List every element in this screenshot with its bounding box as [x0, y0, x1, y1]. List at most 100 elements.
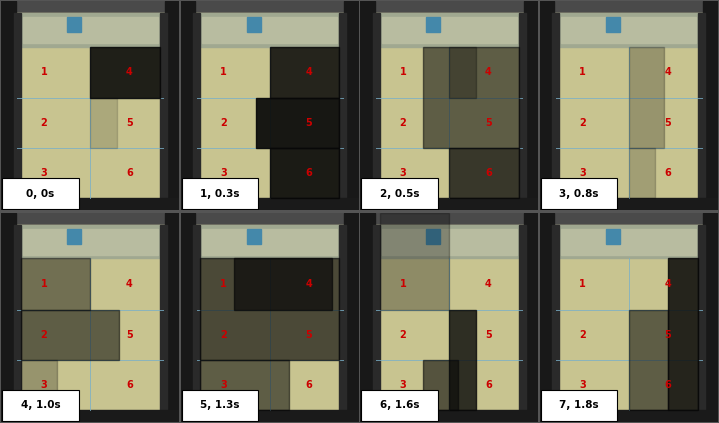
- Bar: [344, 1, 359, 211]
- Bar: [344, 212, 359, 422]
- FancyBboxPatch shape: [541, 390, 617, 421]
- Bar: [373, 14, 380, 198]
- Bar: [360, 212, 375, 422]
- Bar: [1, 212, 16, 422]
- Bar: [380, 213, 449, 310]
- FancyBboxPatch shape: [182, 390, 258, 421]
- Text: 3, 0.8s: 3, 0.8s: [559, 189, 599, 199]
- Text: 4: 4: [485, 67, 492, 77]
- Bar: [562, 229, 696, 255]
- Text: 4: 4: [126, 67, 133, 77]
- Bar: [373, 14, 526, 198]
- Bar: [202, 17, 337, 43]
- Bar: [21, 360, 57, 409]
- Text: 3: 3: [41, 168, 47, 178]
- Text: 6: 6: [485, 379, 492, 390]
- Bar: [14, 225, 21, 409]
- Text: 4: 4: [485, 279, 492, 289]
- Bar: [339, 14, 346, 198]
- Bar: [270, 148, 339, 198]
- Bar: [255, 98, 339, 148]
- Text: 1: 1: [220, 67, 227, 77]
- Bar: [1, 1, 16, 211]
- Text: 2: 2: [220, 118, 227, 128]
- Bar: [201, 360, 289, 409]
- Text: 4: 4: [126, 279, 133, 289]
- Text: 4: 4: [664, 279, 671, 289]
- Bar: [14, 225, 167, 258]
- Bar: [14, 225, 167, 409]
- Bar: [67, 17, 81, 32]
- Bar: [552, 14, 705, 47]
- Text: 5: 5: [126, 330, 133, 340]
- Bar: [373, 14, 526, 47]
- Bar: [165, 212, 179, 422]
- Text: 6: 6: [664, 379, 671, 390]
- Bar: [524, 212, 538, 422]
- Bar: [518, 14, 526, 198]
- Text: 5: 5: [306, 330, 312, 340]
- Text: 2: 2: [579, 330, 586, 340]
- Text: 4: 4: [306, 67, 312, 77]
- Text: 1: 1: [400, 67, 406, 77]
- Text: 1, 0.3s: 1, 0.3s: [201, 189, 239, 199]
- Text: 6: 6: [485, 168, 492, 178]
- Bar: [201, 258, 339, 360]
- FancyBboxPatch shape: [361, 178, 438, 209]
- Bar: [449, 310, 476, 409]
- Bar: [360, 409, 538, 422]
- Text: 3: 3: [400, 168, 406, 178]
- Bar: [628, 148, 655, 198]
- Text: 3: 3: [220, 168, 227, 178]
- Bar: [339, 225, 346, 409]
- Bar: [1, 409, 179, 422]
- Text: 6, 1.6s: 6, 1.6s: [380, 401, 419, 410]
- Bar: [628, 47, 664, 148]
- Bar: [21, 310, 119, 360]
- Bar: [21, 258, 91, 310]
- Text: 2: 2: [400, 330, 406, 340]
- Text: 1: 1: [579, 67, 586, 77]
- Bar: [181, 212, 195, 422]
- FancyBboxPatch shape: [182, 178, 258, 209]
- Bar: [423, 360, 458, 409]
- Text: 4: 4: [664, 67, 671, 77]
- Bar: [181, 198, 359, 211]
- Text: 1: 1: [41, 67, 47, 77]
- Bar: [193, 14, 346, 198]
- Bar: [165, 1, 179, 211]
- Bar: [449, 148, 518, 198]
- Bar: [605, 17, 620, 32]
- Bar: [540, 409, 718, 422]
- Text: 7, 1.8s: 7, 1.8s: [559, 401, 599, 410]
- Text: 4, 1.0s: 4, 1.0s: [21, 401, 60, 410]
- FancyBboxPatch shape: [541, 178, 617, 209]
- Bar: [552, 14, 705, 198]
- Text: 5: 5: [485, 330, 492, 340]
- Bar: [14, 14, 167, 198]
- Text: 3: 3: [400, 379, 406, 390]
- Bar: [540, 1, 554, 211]
- FancyBboxPatch shape: [2, 390, 79, 421]
- Bar: [698, 225, 705, 409]
- Bar: [247, 229, 261, 244]
- Text: 1: 1: [220, 279, 227, 289]
- Bar: [552, 225, 559, 409]
- Bar: [449, 47, 476, 98]
- Bar: [91, 98, 117, 148]
- Bar: [193, 225, 201, 409]
- Text: 2: 2: [41, 330, 47, 340]
- Bar: [193, 225, 346, 409]
- Bar: [518, 225, 526, 409]
- Bar: [247, 17, 261, 32]
- Text: 2, 0.5s: 2, 0.5s: [380, 189, 419, 199]
- Bar: [202, 229, 337, 255]
- Bar: [360, 1, 375, 211]
- FancyBboxPatch shape: [2, 178, 79, 209]
- Bar: [698, 14, 705, 198]
- Bar: [524, 1, 538, 211]
- Bar: [360, 198, 538, 211]
- Bar: [14, 14, 167, 47]
- Text: 3: 3: [579, 168, 586, 178]
- Text: 5: 5: [126, 118, 133, 128]
